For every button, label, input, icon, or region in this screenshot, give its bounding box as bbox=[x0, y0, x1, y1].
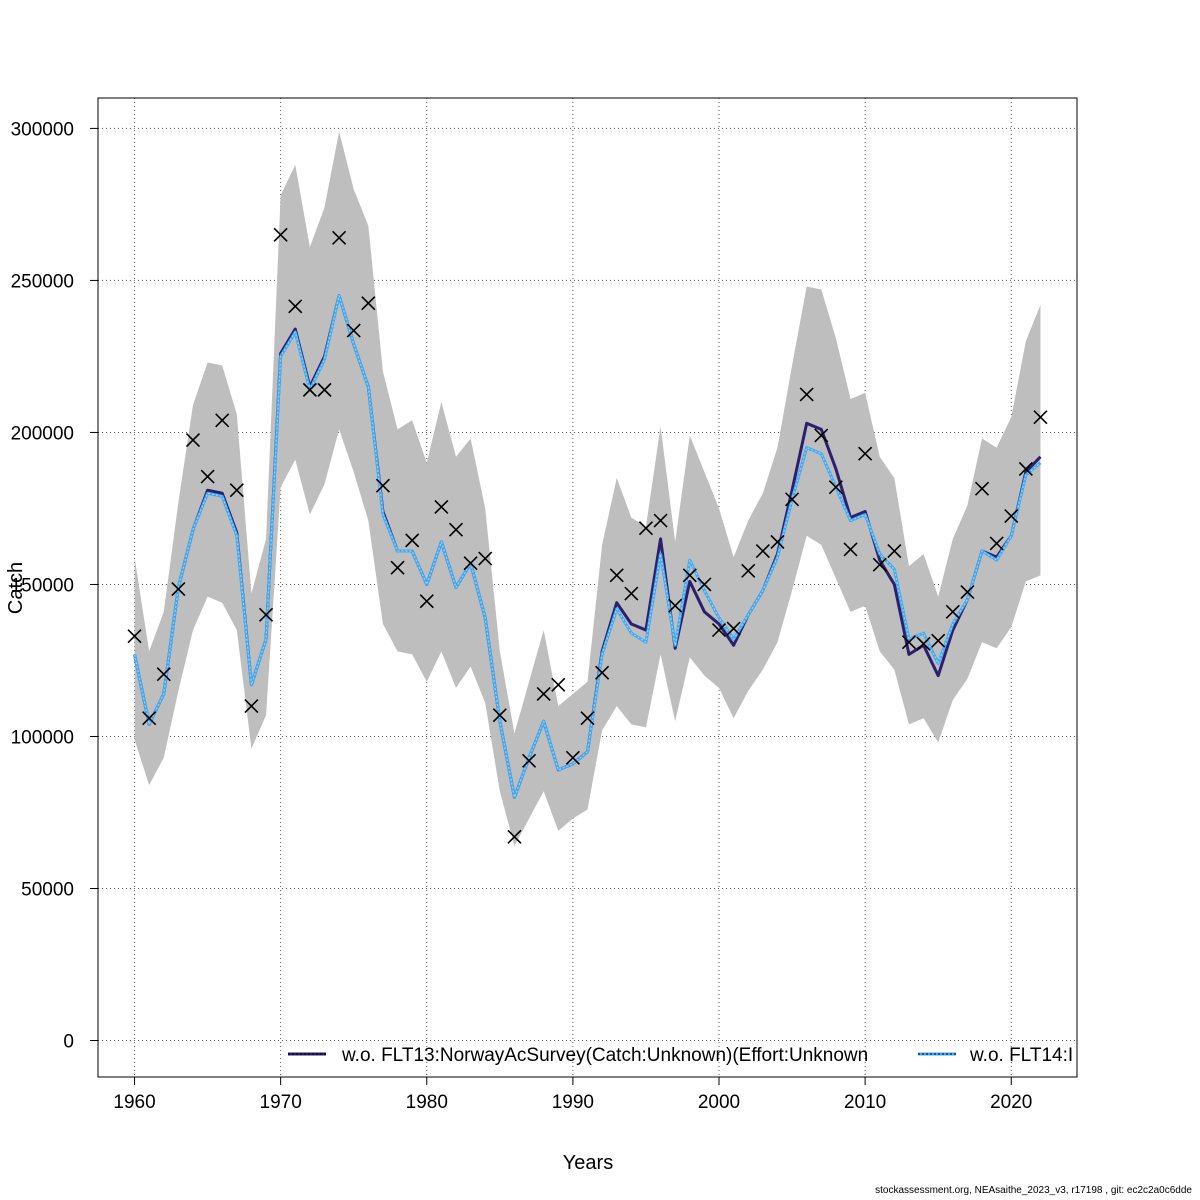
y-tick-label: 150000 bbox=[11, 575, 74, 596]
observed-point bbox=[521, 753, 537, 768]
observed-point bbox=[785, 492, 800, 507]
observed-point bbox=[215, 413, 230, 428]
plot-frame bbox=[97, 97, 1078, 1078]
observed-point bbox=[828, 480, 843, 495]
observed-point bbox=[945, 604, 960, 619]
plot-area bbox=[127, 131, 1048, 846]
observed-point bbox=[726, 621, 741, 636]
y-tick-label: 100000 bbox=[11, 727, 74, 748]
legend-label-flt13: w.o. FLT13:NorwayAcSurvey(Catch:Unknown)… bbox=[341, 1045, 868, 1066]
observed-point bbox=[405, 533, 420, 548]
observed-point bbox=[332, 230, 347, 245]
observed-point bbox=[142, 711, 157, 726]
observed-point bbox=[302, 382, 317, 397]
observed-point bbox=[375, 478, 390, 493]
observed-point bbox=[492, 708, 507, 723]
observed-point bbox=[171, 581, 186, 597]
observed-point bbox=[273, 227, 288, 242]
observed-point bbox=[185, 432, 201, 448]
observed-point bbox=[624, 586, 639, 601]
footer-credit: stockassessment.org, NEAsaithe_2023_v3, … bbox=[875, 1185, 1192, 1196]
y-tick-label: 200000 bbox=[11, 423, 74, 444]
x-tick-label: 2020 bbox=[990, 1092, 1032, 1113]
observed-point bbox=[609, 568, 624, 583]
legend-label-flt14: w.o. FLT14:I bbox=[969, 1045, 1073, 1066]
observed-point bbox=[755, 543, 770, 559]
observed-point bbox=[317, 382, 332, 397]
observed-point bbox=[770, 534, 785, 549]
observed-point bbox=[478, 551, 493, 566]
x-axis: 1960 1970 1980 1990 2000 2010 2020 bbox=[113, 1077, 1032, 1113]
observed-point bbox=[638, 521, 654, 536]
confidence-band bbox=[134, 131, 1041, 846]
observed-point bbox=[653, 513, 668, 528]
observed-point bbox=[448, 522, 464, 537]
observed-point bbox=[974, 481, 990, 496]
observed-point bbox=[711, 622, 727, 638]
x-tick-label: 1990 bbox=[552, 1092, 594, 1113]
observed-point bbox=[901, 635, 917, 650]
series-line-flt14-inner bbox=[133, 295, 1041, 798]
observed-point bbox=[463, 556, 478, 571]
observed-point bbox=[127, 629, 142, 644]
observed-point bbox=[361, 296, 376, 311]
x-axis-title: Years bbox=[563, 1152, 613, 1174]
observed-point bbox=[931, 633, 946, 648]
observed-point bbox=[843, 542, 858, 557]
y-tick-label: 250000 bbox=[11, 271, 74, 292]
observed-point bbox=[536, 686, 551, 701]
legend: w.o. FLT13:NorwayAcSurvey(Catch:Unknown)… bbox=[288, 1045, 1073, 1066]
y-tick-label: 300000 bbox=[11, 119, 74, 140]
observed-points bbox=[127, 227, 1048, 844]
observed-point bbox=[668, 598, 683, 613]
observed-point bbox=[565, 750, 580, 765]
observed-point bbox=[741, 563, 756, 578]
x-tick-label: 2010 bbox=[844, 1092, 886, 1113]
observed-point bbox=[434, 499, 449, 514]
y-axis-title: Catch bbox=[5, 562, 27, 614]
observed-point bbox=[697, 577, 712, 592]
observed-point bbox=[288, 299, 303, 314]
observed-point bbox=[551, 677, 566, 692]
y-axis: 0 50000 100000 150000 200000 250000 300000 bbox=[11, 119, 98, 1053]
x-tick-label: 1960 bbox=[113, 1092, 155, 1113]
observed-point bbox=[580, 711, 595, 726]
observed-point bbox=[960, 584, 975, 600]
series-lines bbox=[133, 294, 1042, 799]
observed-point bbox=[989, 536, 1004, 551]
y-tick-label: 50000 bbox=[21, 879, 74, 900]
observed-point bbox=[419, 594, 434, 609]
observed-point bbox=[244, 699, 259, 714]
observed-point bbox=[1018, 461, 1033, 476]
observed-point bbox=[799, 387, 814, 402]
observed-point bbox=[229, 483, 244, 498]
observed-point bbox=[887, 543, 902, 559]
x-tick-label: 2000 bbox=[698, 1092, 740, 1113]
observed-point bbox=[1004, 508, 1019, 524]
observed-point bbox=[916, 636, 931, 651]
observed-point bbox=[258, 607, 274, 622]
observed-point bbox=[156, 667, 171, 682]
observed-point bbox=[682, 568, 697, 583]
observed-point bbox=[1033, 410, 1048, 425]
observed-point bbox=[346, 323, 361, 338]
observed-point bbox=[814, 428, 829, 443]
observed-point bbox=[200, 469, 215, 484]
y-tick-label: 0 bbox=[63, 1032, 74, 1053]
x-tick-label: 1980 bbox=[406, 1092, 448, 1113]
observed-point bbox=[390, 560, 405, 575]
observed-point bbox=[507, 829, 522, 844]
observed-point bbox=[872, 557, 887, 572]
x-tick-label: 1970 bbox=[260, 1092, 302, 1113]
observed-point bbox=[858, 446, 873, 461]
observed-point bbox=[595, 665, 610, 680]
